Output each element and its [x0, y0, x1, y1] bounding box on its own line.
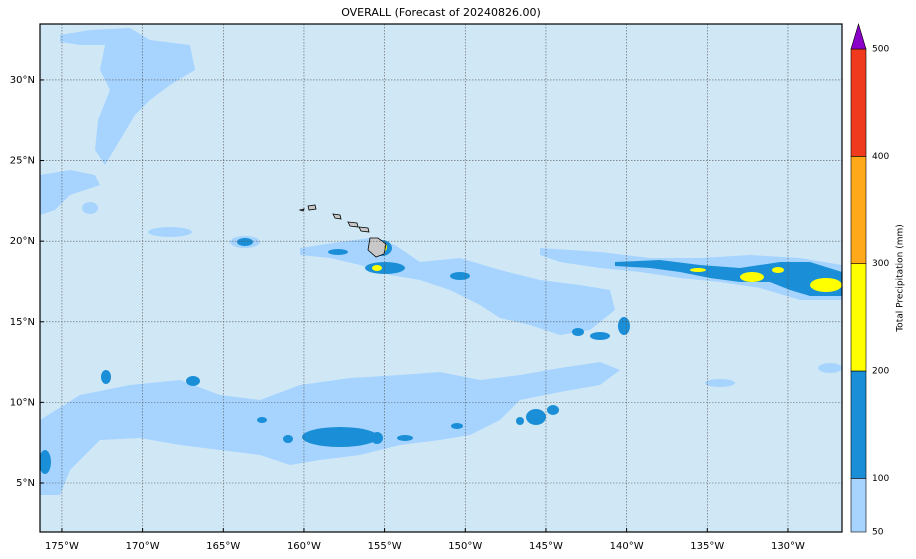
- y-tick-label: 5°N: [16, 478, 35, 489]
- x-tick-label: 150°W: [448, 541, 482, 552]
- colorbar-tick-label: 400: [872, 152, 889, 162]
- x-tick-label: 140°W: [610, 541, 644, 552]
- x-tick-label: 175°W: [45, 541, 79, 552]
- x-tick-label: 155°W: [368, 541, 402, 552]
- colorbar-tick-label: 200: [872, 367, 889, 377]
- colorbar-band: [850, 478, 867, 533]
- x-tick-label: 165°W: [206, 541, 240, 552]
- x-tick-label: 130°W: [771, 541, 805, 552]
- islands: [298, 204, 387, 258]
- x-tick-label: 160°W: [287, 541, 321, 552]
- colorbar-tick-label: 500: [872, 45, 889, 55]
- colorbar-extend: [850, 22, 867, 50]
- colorbar-label: Total Precipitation (mm): [896, 224, 906, 333]
- x-tick-label: 135°W: [690, 541, 724, 552]
- map-title: OVERALL (Forecast of 20240826.00): [341, 6, 541, 19]
- y-tick-label: 20°N: [10, 236, 35, 247]
- y-tick-label: 10°N: [10, 397, 35, 408]
- y-tick-label: 15°N: [10, 317, 35, 328]
- colorbar-tick-label: 300: [872, 259, 889, 269]
- colorbar: 50 100 200 300 400 500: [850, 22, 889, 538]
- precipitation-field: [40, 28, 842, 495]
- y-tick-label: 30°N: [10, 75, 35, 86]
- x-tick-label: 145°W: [529, 541, 563, 552]
- colorbar-band: [850, 263, 867, 372]
- colorbar-tick-label: 100: [872, 474, 889, 484]
- x-tick-label: 170°W: [126, 541, 160, 552]
- colorbar-tick-label: 50: [872, 528, 884, 538]
- map-frame: [39, 23, 843, 533]
- colorbar-band: [850, 156, 867, 264]
- colorbar-band: [850, 370, 867, 479]
- colorbar-band: [850, 48, 867, 157]
- graticule: [40, 24, 842, 532]
- y-tick-label: 25°N: [10, 156, 35, 167]
